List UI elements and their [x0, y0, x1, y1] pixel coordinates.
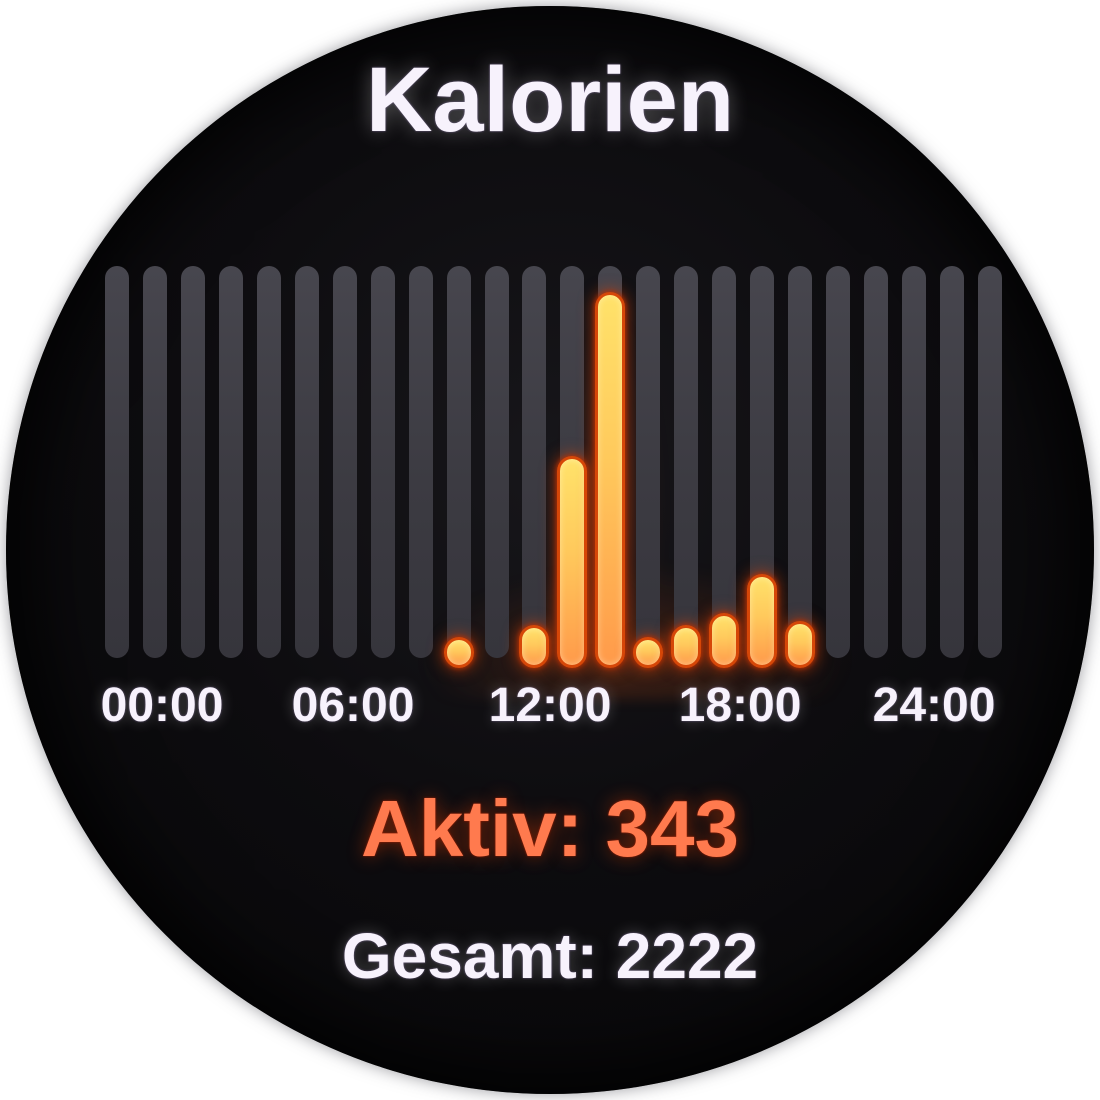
x-axis-tick-label: 18:00 — [678, 679, 802, 732]
total-calories-label: Gesamt: — [341, 920, 598, 992]
active-calories-value: 343 — [605, 784, 739, 873]
hour-bar-active — [519, 625, 550, 668]
page-title: Kalorien — [365, 49, 735, 151]
hour-slot-track — [939, 266, 964, 658]
hour-slot-track — [522, 266, 547, 658]
watch-screen[interactable]: Kalorien 00:00 06:00 12:00 18:00 24:00 Aktiv… — [6, 6, 1094, 1094]
hour-bar-active — [557, 456, 588, 668]
active-calories-text: Aktiv: 343 — [6, 789, 1094, 869]
hour-bar-active — [671, 625, 702, 668]
hour-bar-active — [785, 621, 816, 668]
hour-slot-track — [484, 266, 509, 658]
hour-slot-track — [788, 266, 813, 658]
hour-slot-track — [256, 266, 281, 658]
hour-slot-track — [636, 266, 661, 658]
hour-slot-track — [864, 266, 888, 658]
hour-slot-track — [105, 266, 129, 658]
hour-bar-active — [595, 292, 626, 668]
x-axis-tick-label: 00:00 — [100, 679, 224, 732]
hour-slot-track — [294, 266, 319, 658]
hour-slot-track — [218, 266, 243, 658]
x-axis-tick-label: 06:00 — [291, 679, 415, 732]
total-calories-value: 2222 — [615, 920, 759, 992]
hour-slot-track — [332, 266, 357, 658]
hour-bar-active — [747, 574, 778, 668]
hour-bar-active — [709, 613, 740, 668]
hour-slot-track — [370, 266, 395, 658]
hour-slot-track — [180, 266, 205, 658]
hour-slot-track — [446, 266, 471, 658]
x-axis-tick-label: 12:00 — [488, 679, 612, 732]
hour-slot-track — [408, 266, 433, 658]
hour-slot-track — [142, 266, 167, 658]
hour-slot-track — [977, 266, 1002, 658]
hour-slot-track — [901, 266, 926, 658]
hour-slot-track — [712, 266, 737, 658]
hour-slot-track — [826, 266, 851, 658]
x-axis-tick-label: 24:00 — [872, 679, 996, 732]
active-calories-label: Aktiv: — [361, 784, 584, 873]
hour-bar-active — [633, 637, 664, 668]
hour-bar-active — [443, 637, 474, 668]
total-calories-text: Gesamt: 2222 — [6, 924, 1094, 988]
hour-slot-track — [674, 266, 699, 658]
